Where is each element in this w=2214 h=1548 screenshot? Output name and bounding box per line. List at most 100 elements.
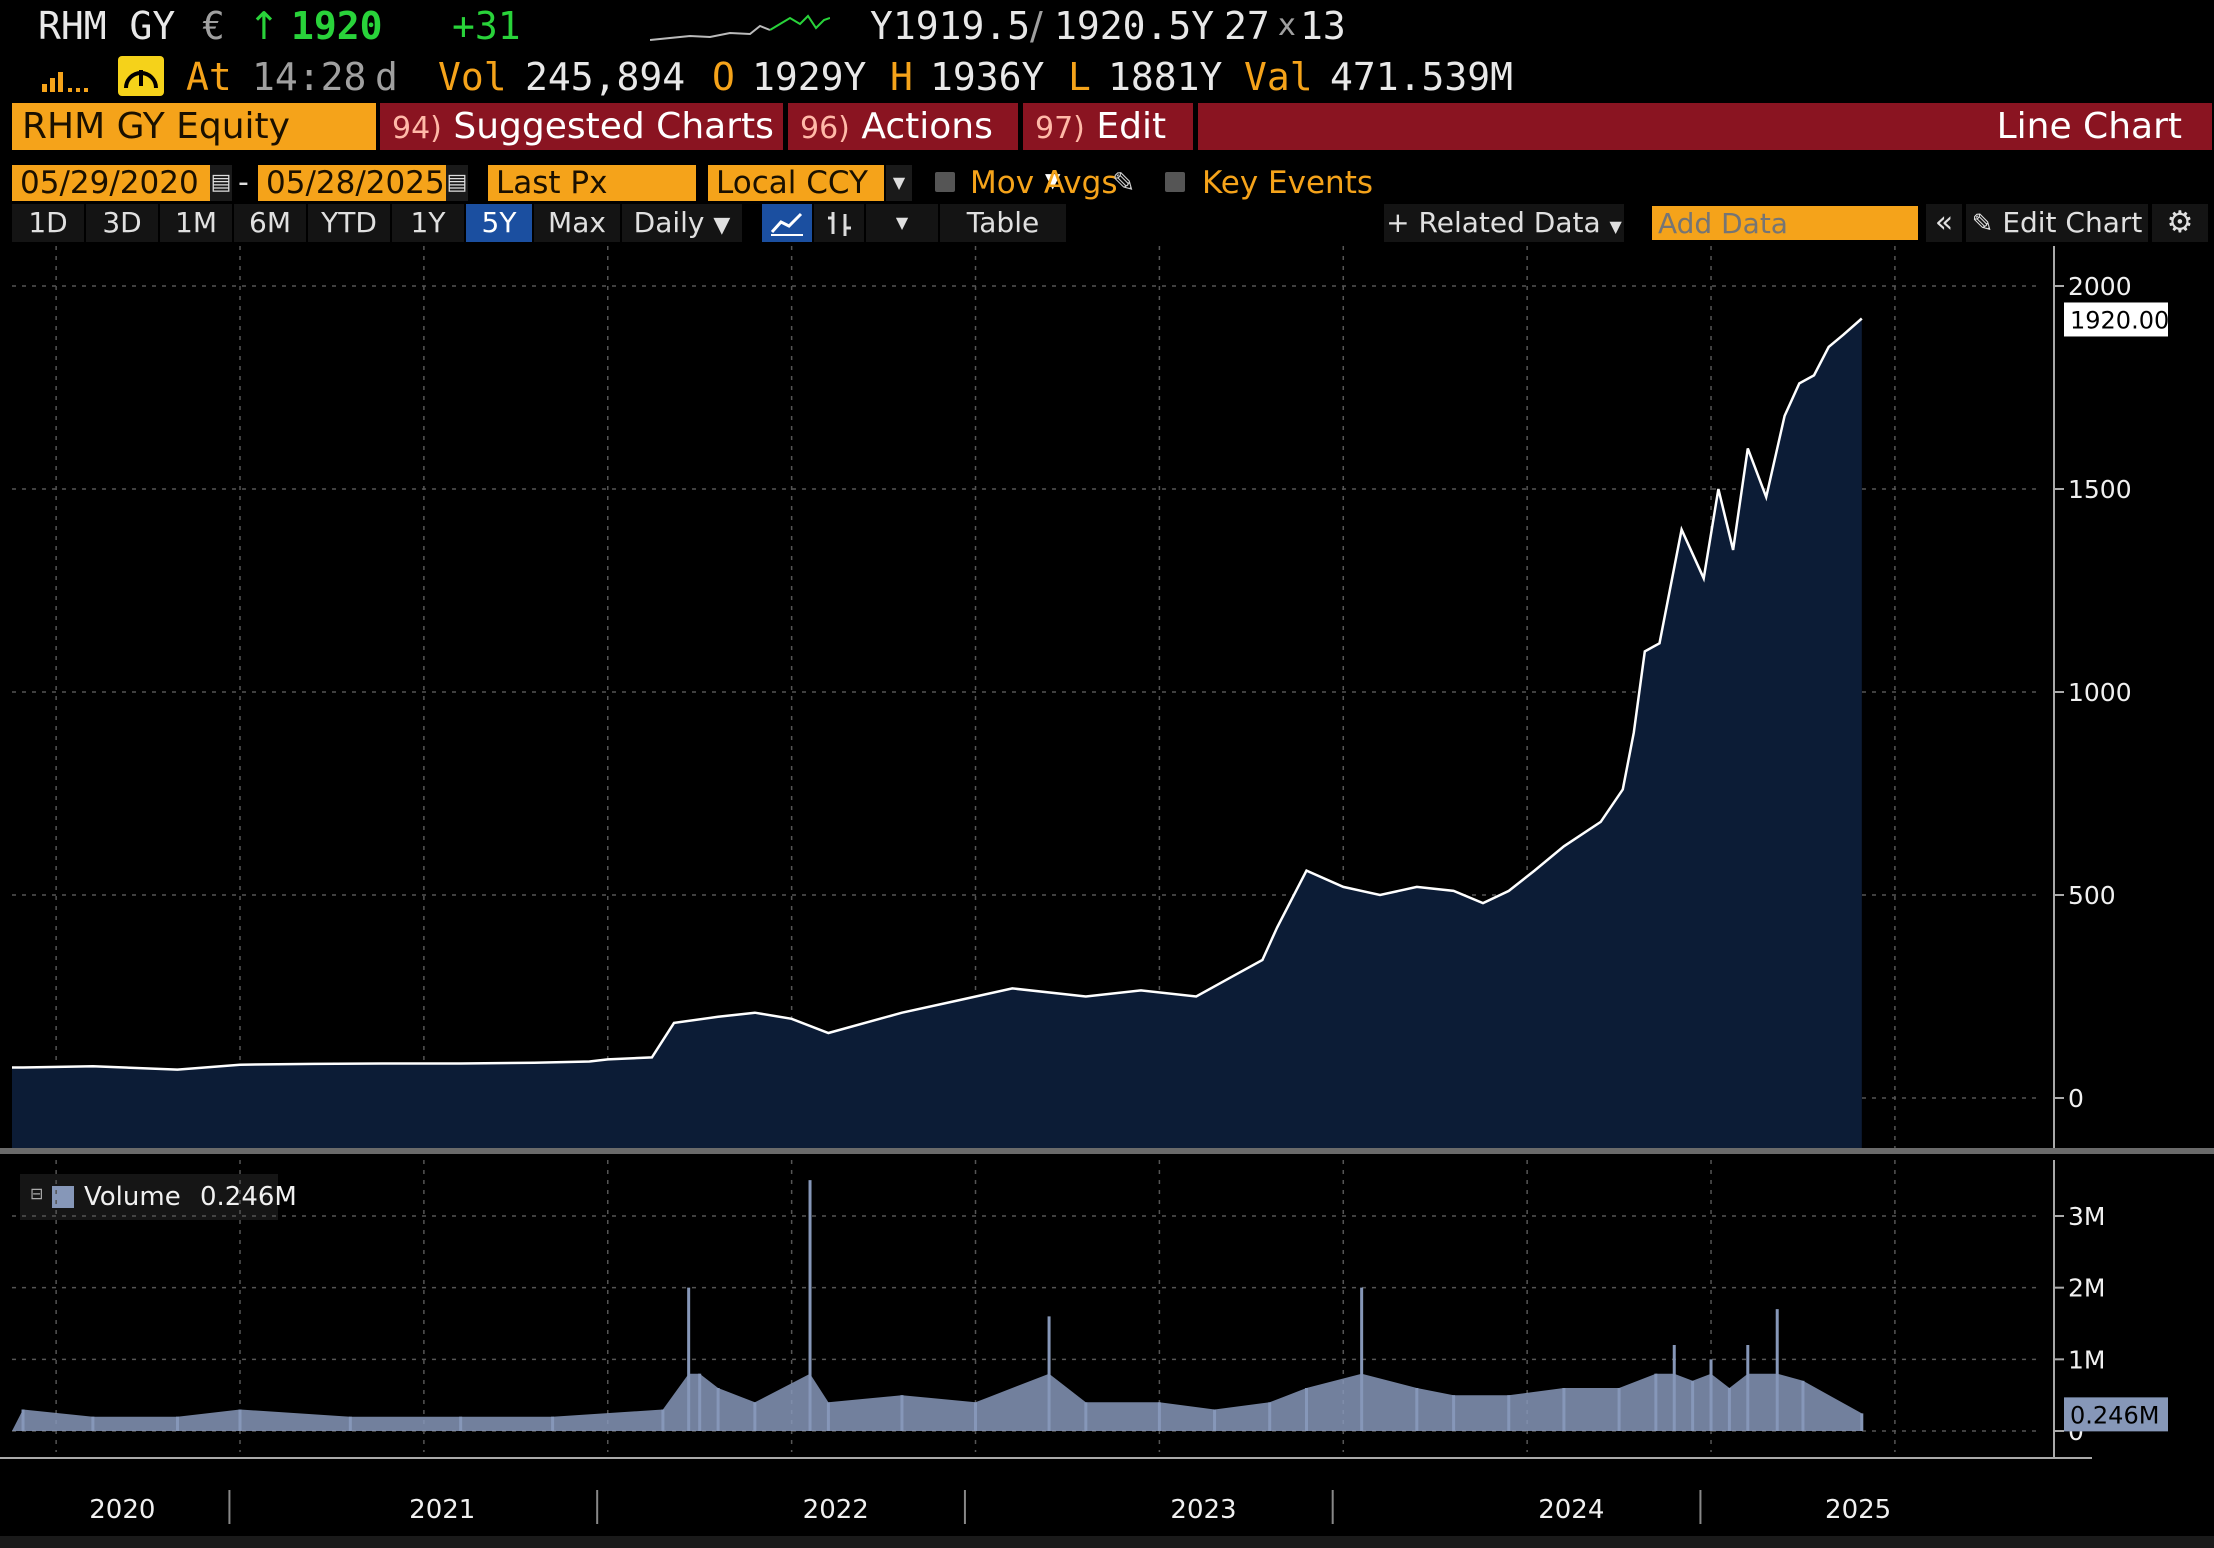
- x-axis-year-label: 2023: [1170, 1495, 1236, 1525]
- traded-value: 471.539M: [1330, 55, 1514, 99]
- annotate-tool[interactable]: ⟋ Annotate: [958, 246, 1114, 286]
- related-data-label: + Related Data: [1386, 206, 1601, 239]
- pencil-icon[interactable]: ✎: [1112, 166, 1136, 199]
- y-tick-label: 0: [2068, 1084, 2084, 1113]
- ask-size: 13: [1300, 4, 1346, 48]
- news-tool[interactable]: ≣ News: [1118, 246, 1240, 286]
- period-3d-button[interactable]: 3D: [86, 204, 158, 242]
- high-label: H: [890, 55, 913, 99]
- legend-collapse-icon[interactable]: ⊟: [30, 1184, 44, 1203]
- last-volume-tag: [2064, 1397, 2168, 1432]
- last-price-tag: [2064, 302, 2168, 337]
- edit-label: Edit: [1096, 106, 1167, 147]
- add-data-input[interactable]: [1652, 206, 1918, 240]
- key-events-checkbox[interactable]: [1165, 172, 1185, 192]
- track-tool[interactable]: ⌖ Track: [828, 246, 954, 286]
- track-label: Track: [860, 251, 926, 280]
- currency-symbol: €: [202, 4, 225, 48]
- table-button[interactable]: Table: [940, 204, 1066, 242]
- calendar-icon[interactable]: ▤: [210, 165, 232, 201]
- open-value: 1929Y: [752, 55, 867, 99]
- y-tick-label: 1000: [2068, 678, 2132, 707]
- size-separator: x: [1278, 8, 1296, 43]
- mov-avgs-checkbox[interactable]: [935, 172, 955, 192]
- sparkline-chart: [650, 14, 830, 41]
- edit-menu[interactable]: 97) Edit ▼: [1023, 103, 1193, 192]
- chevron-down-icon: ▼: [1045, 168, 1061, 192]
- legend-collapse-icon[interactable]: ⊟: [32, 276, 46, 295]
- volume-legend-value: 0.246M: [200, 1182, 297, 1212]
- news-icon: ≣: [1132, 251, 1153, 280]
- news-label: News: [1160, 251, 1229, 280]
- currency-selector[interactable]: Local CCY: [708, 165, 884, 201]
- related-data-dropdown[interactable]: + Related Data ▼: [1384, 204, 1624, 242]
- bid-price: Y1919.5: [870, 4, 1031, 48]
- legend-high-label: High on 05/28/25: [84, 300, 310, 330]
- last-price: 1920: [291, 4, 383, 48]
- legend-last-price-label: Last Price: [84, 268, 210, 298]
- delay-gauge-icon[interactable]: [118, 56, 164, 96]
- period-5y-button[interactable]: 5Y: [466, 204, 532, 242]
- price-line: [11, 317, 1863, 1071]
- period-1d-button[interactable]: 1D: [12, 204, 84, 242]
- line-chart-icon[interactable]: [762, 204, 812, 242]
- frequency-dropdown[interactable]: Daily ▼: [622, 204, 742, 242]
- zoom-tool[interactable]: ⌕ Zoom: [1244, 246, 1368, 286]
- legend-high-value: 1920.00: [308, 300, 416, 330]
- period-1m-button[interactable]: 1M: [160, 204, 232, 242]
- quote-time: 14:28: [252, 55, 367, 99]
- last-price-swatch: [52, 272, 74, 294]
- chevron-down-icon: ▼: [1609, 217, 1622, 236]
- period-6m-button[interactable]: 6M: [234, 204, 306, 242]
- average-marker-icon: ⊹: [54, 332, 76, 362]
- gear-icon[interactable]: ⚙: [2152, 204, 2208, 242]
- bar-chart-icon[interactable]: [814, 204, 864, 242]
- x-axis-year-label: 2024: [1538, 1495, 1604, 1525]
- low-value: 1881Y: [1108, 55, 1223, 99]
- volume-legend: ⊟ Volume 0.246M: [20, 1174, 297, 1220]
- annotate-label: Annotate: [993, 251, 1108, 280]
- key-events-label: Key Events: [1202, 165, 1374, 201]
- collapse-double-chevron-icon[interactable]: «: [1926, 204, 1962, 242]
- period-max-button[interactable]: Max: [534, 204, 620, 242]
- volume-area: [12, 1373, 1862, 1431]
- suggested-charts-menu[interactable]: 94) Suggested Charts ▼: [380, 103, 783, 192]
- last-price-tag-label: 1920.00: [2070, 306, 2169, 334]
- actions-number: 96): [800, 111, 850, 146]
- annotate-icon: ⟋: [968, 251, 986, 280]
- edit-number: 97): [1035, 111, 1085, 146]
- suggested-charts-number: 94): [392, 111, 442, 146]
- y-tick-label: 500: [2068, 881, 2116, 910]
- low-label: L: [1068, 55, 1091, 99]
- price-area: [12, 318, 1862, 1148]
- volume-legend-label: Volume: [84, 1182, 181, 1212]
- volume-swatch: [52, 1186, 74, 1208]
- chevron-down-icon: ▼: [713, 213, 731, 238]
- y-tick-label: 0: [2068, 1417, 2084, 1446]
- legend-average-value: 302.474: [322, 332, 430, 362]
- period-1y-button[interactable]: 1Y: [392, 204, 464, 242]
- period-ytd-button[interactable]: YTD: [308, 204, 390, 242]
- chart-style-dropdown-icon[interactable]: ▼: [866, 204, 938, 242]
- chevron-down-icon[interactable]: ▼: [886, 165, 912, 201]
- frequency-label: Daily: [633, 206, 705, 239]
- calendar-icon[interactable]: ▤: [446, 165, 468, 201]
- edit-chart-button[interactable]: ✎ Edit Chart: [1966, 204, 2148, 242]
- high-marker-icon: ⊤: [56, 300, 79, 330]
- at-label: At: [186, 55, 232, 99]
- ask-price: 1920.5Y: [1054, 4, 1215, 48]
- y-tick-label: 2000: [2068, 272, 2132, 301]
- end-date-field[interactable]: 05/28/2025: [258, 165, 446, 201]
- zoom-label: Zoom: [1277, 251, 1351, 280]
- low-marker-icon: ⊥: [56, 364, 79, 394]
- y-tick-label: 1500: [2068, 475, 2132, 504]
- price-change: +31: [452, 4, 521, 48]
- start-date-field[interactable]: 05/29/2020: [12, 165, 210, 201]
- bid-size: 27: [1224, 4, 1270, 48]
- last-volume-tag-label: 0.246M: [2070, 1401, 2159, 1429]
- price-legend: ⊟ Last Price 1920.00 ⊤ High on 05/28/25 …: [20, 266, 430, 406]
- field-selector[interactable]: Last Px: [488, 165, 696, 201]
- actions-menu[interactable]: 96) Actions ▼: [788, 103, 1018, 192]
- x-axis-year-label: 2021: [409, 1495, 475, 1525]
- security-field[interactable]: RHM GY Equity: [12, 103, 376, 150]
